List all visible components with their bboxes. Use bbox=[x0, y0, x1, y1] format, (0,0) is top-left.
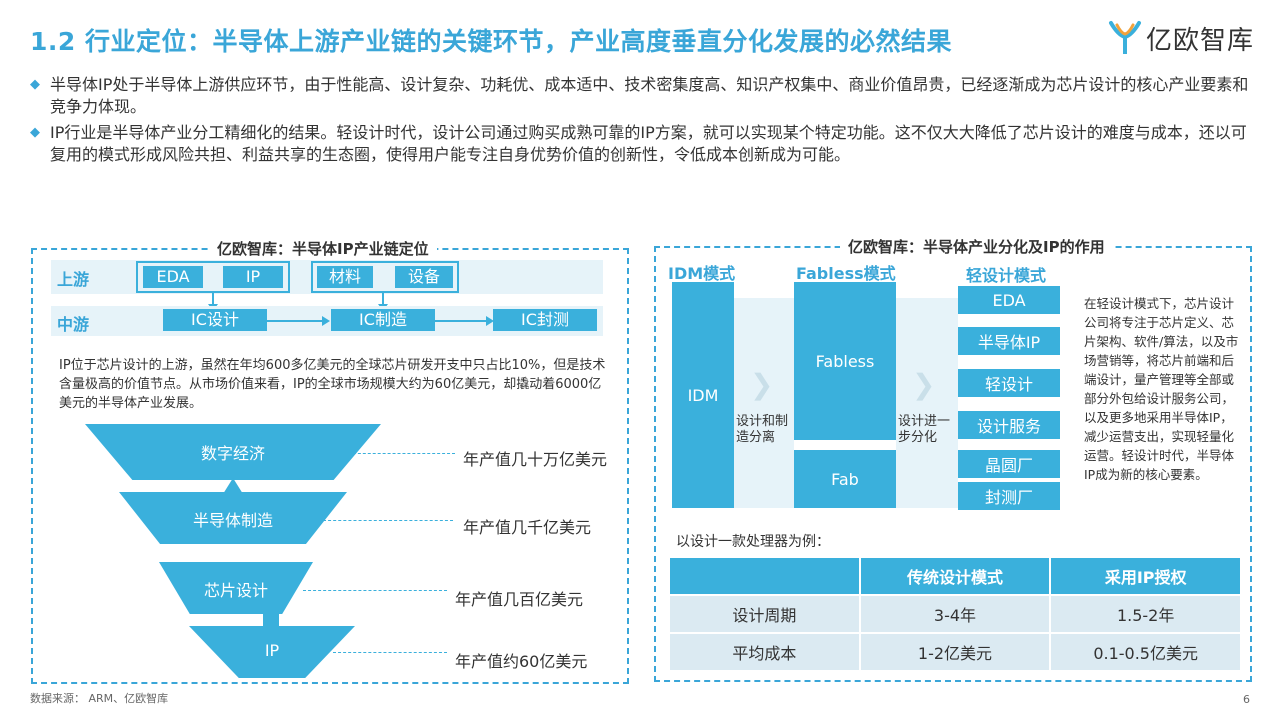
table-row: 平均成本 1-2亿美元 0.1-0.5亿美元 bbox=[668, 632, 1242, 672]
funnel-level-digital-economy: 数字经济 bbox=[85, 424, 381, 480]
funnel-level-semiconductor: 半导体制造 bbox=[119, 492, 347, 544]
funnel-value: 年产值几千亿美元 bbox=[463, 518, 592, 537]
chip-equipment: 设备 bbox=[395, 266, 453, 288]
fabless-block: Fabless bbox=[794, 282, 896, 440]
logo-text: 亿欧智库 bbox=[1145, 25, 1254, 56]
source-note: 数据来源： ARM、亿欧智库 bbox=[30, 692, 169, 705]
light-item-ip: 半导体IP bbox=[958, 327, 1060, 355]
left-panel-title: 亿欧智库：半导体IP产业链定位 bbox=[209, 238, 437, 259]
chip-ic-design: IC设计 bbox=[163, 309, 267, 331]
comparison-table: 传统设计模式 采用IP授权 设计周期 3-4年 1.5-2年 平均成本 1-2亿… bbox=[668, 556, 1242, 672]
table-cell: 0.1-0.5亿美元 bbox=[1049, 632, 1242, 672]
chevron-right-icon: ❯ bbox=[912, 368, 936, 401]
logo-icon bbox=[1108, 19, 1142, 57]
brand-logo: 亿欧智库 bbox=[1108, 18, 1254, 58]
funnel-value: 年产值几十万亿美元 bbox=[463, 450, 608, 469]
funnel-label: 数字经济 bbox=[200, 444, 265, 463]
page-number: 6 bbox=[1243, 693, 1250, 706]
table-cell: 设计周期 bbox=[668, 594, 861, 634]
arrow-right bbox=[267, 316, 330, 326]
diamond-icon: ◆ bbox=[30, 125, 40, 140]
table-header-cell: 采用IP授权 bbox=[1049, 556, 1242, 596]
chip-ic-packaging: IC封测 bbox=[493, 309, 597, 331]
table-header-cell bbox=[668, 556, 861, 596]
table-row: 设计周期 3-4年 1.5-2年 bbox=[668, 594, 1242, 634]
arrow-down bbox=[378, 293, 388, 311]
bullet-item: ◆ IP行业是半导体产业分工精细化的结果。轻设计时代，设计公司通过购买成熟可靠的… bbox=[30, 122, 1255, 166]
bullet-text: IP行业是半导体产业分工精细化的结果。轻设计时代，设计公司通过购买成熟可靠的IP… bbox=[50, 123, 1247, 164]
ip-description: IP位于芯片设计的上游，虽然在年均600多亿美元的全球芯片研发开支中只占比10%… bbox=[59, 358, 606, 411]
left-panel: 亿欧智库：半导体IP产业链定位 上游 EDA IP 材料 设备 中游 IC设计 … bbox=[31, 238, 629, 684]
idm-block: IDM bbox=[672, 282, 734, 508]
step-division-text: 设计进一步分化 bbox=[898, 414, 951, 445]
mode-light-label: 轻设计模式 bbox=[966, 266, 1047, 285]
chip-ic-manufacturing: IC制造 bbox=[331, 309, 435, 331]
fab-block: Fab bbox=[794, 450, 896, 508]
chip-eda: EDA bbox=[143, 266, 203, 288]
chip-materials: 材料 bbox=[317, 266, 373, 288]
light-item-eda: EDA bbox=[958, 286, 1060, 314]
page-title: 1.2 行业定位：半导体上游产业链的关键环节，产业高度垂直分化发展的必然结果 bbox=[30, 27, 952, 56]
table-cell: 1.5-2年 bbox=[1049, 594, 1242, 634]
chevron-right-icon: ❯ bbox=[750, 368, 774, 401]
arrow-right bbox=[435, 316, 494, 326]
funnel-label: 芯片设计 bbox=[203, 581, 268, 600]
table-cell: 3-4年 bbox=[858, 594, 1052, 634]
light-item-foundry: 晶圆厂 bbox=[958, 450, 1060, 478]
fabless-gap-band bbox=[896, 298, 958, 508]
light-item-light-design: 轻设计 bbox=[958, 369, 1060, 397]
mode-idm-label: IDM模式 bbox=[668, 264, 736, 283]
bullet-item: ◆ 半导体IP处于半导体上游供应环节，由于性能高、设计复杂、功耗优、成本适中、技… bbox=[30, 74, 1255, 118]
midstream-label: 中游 bbox=[57, 315, 90, 334]
light-item-packaging: 封测厂 bbox=[958, 482, 1060, 510]
upstream-label: 上游 bbox=[57, 270, 90, 289]
table-cell: 1-2亿美元 bbox=[858, 632, 1052, 672]
idm-gap-band bbox=[734, 298, 794, 508]
funnel-label: 半导体制造 bbox=[192, 511, 273, 530]
example-caption: 以设计一款处理器为例： bbox=[676, 534, 830, 550]
funnel-value: 年产值约60亿美元 bbox=[455, 652, 588, 671]
funnel-leader-line bbox=[303, 590, 447, 591]
step-separation-text: 设计和制造分离 bbox=[736, 414, 789, 445]
funnel-level-ip: IP bbox=[189, 626, 355, 678]
mode-fabless-label: Fabless模式 bbox=[796, 264, 896, 283]
funnel-leader-line bbox=[323, 520, 453, 521]
light-design-description: 在轻设计模式下，芯片设计公司将专注于芯片定义、芯片架构、软件/算法，以及市场营销… bbox=[1084, 296, 1239, 482]
table-header-cell: 传统设计模式 bbox=[858, 556, 1052, 596]
diamond-icon: ◆ bbox=[30, 77, 40, 92]
table-header-row: 传统设计模式 采用IP授权 bbox=[668, 556, 1242, 596]
upstream-group-materials bbox=[311, 261, 459, 293]
funnel-leader-line bbox=[333, 652, 447, 653]
funnel-label: IP bbox=[264, 641, 280, 660]
arrow-down bbox=[208, 293, 218, 311]
funnel-leader-line bbox=[343, 453, 455, 454]
funnel-level-chip-design: 芯片设计 bbox=[159, 562, 313, 614]
funnel-connector bbox=[223, 478, 243, 494]
right-panel-title: 亿欧智库：半导体产业分化及IP的作用 bbox=[840, 236, 1113, 257]
light-item-design-service: 设计服务 bbox=[958, 411, 1060, 439]
chip-ip: IP bbox=[223, 266, 283, 288]
bullet-list: ◆ 半导体IP处于半导体上游供应环节，由于性能高、设计复杂、功耗优、成本适中、技… bbox=[30, 74, 1255, 170]
funnel-connector bbox=[263, 612, 279, 626]
upstream-group-design bbox=[136, 261, 290, 293]
funnel-value: 年产值几百亿美元 bbox=[455, 590, 584, 609]
bullet-text: 半导体IP处于半导体上游供应环节，由于性能高、设计复杂、功耗优、成本适中、技术密… bbox=[50, 75, 1249, 116]
right-panel: 亿欧智库：半导体产业分化及IP的作用 IDM模式 Fabless模式 轻设计模式… bbox=[654, 236, 1252, 682]
table-cell: 平均成本 bbox=[668, 632, 861, 672]
